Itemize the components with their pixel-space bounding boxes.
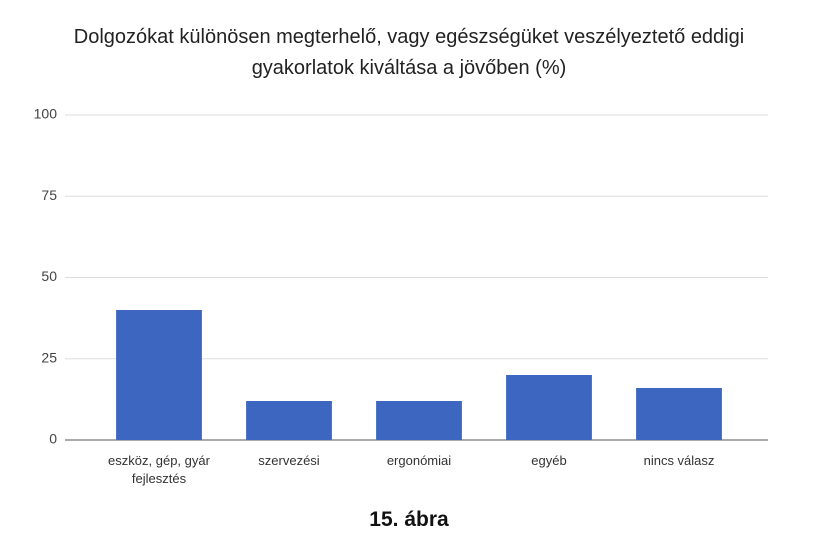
x-tick-label: egyéb (531, 453, 567, 468)
y-tick-label: 25 (41, 349, 57, 365)
bar (506, 375, 592, 440)
x-tick-label: eszköz, gép, gyár fejlesztés (108, 453, 210, 486)
x-tick-label: szervezési (258, 453, 320, 468)
y-tick-label: 75 (41, 187, 57, 203)
bar (376, 401, 462, 440)
caption: 15. ábra (369, 508, 449, 531)
y-tick-label: 100 (34, 106, 58, 122)
x-tick-label: nincs válasz (643, 453, 715, 468)
bar (116, 310, 202, 440)
x-tick-label: ergonómiai (386, 453, 452, 468)
chart-title: Dolgozókat különösen megterhelő, vagy eg… (73, 26, 745, 79)
y-tick-label: 0 (49, 431, 57, 447)
y-tick-label: 50 (41, 268, 57, 284)
bar (636, 388, 722, 440)
bar (246, 401, 332, 440)
